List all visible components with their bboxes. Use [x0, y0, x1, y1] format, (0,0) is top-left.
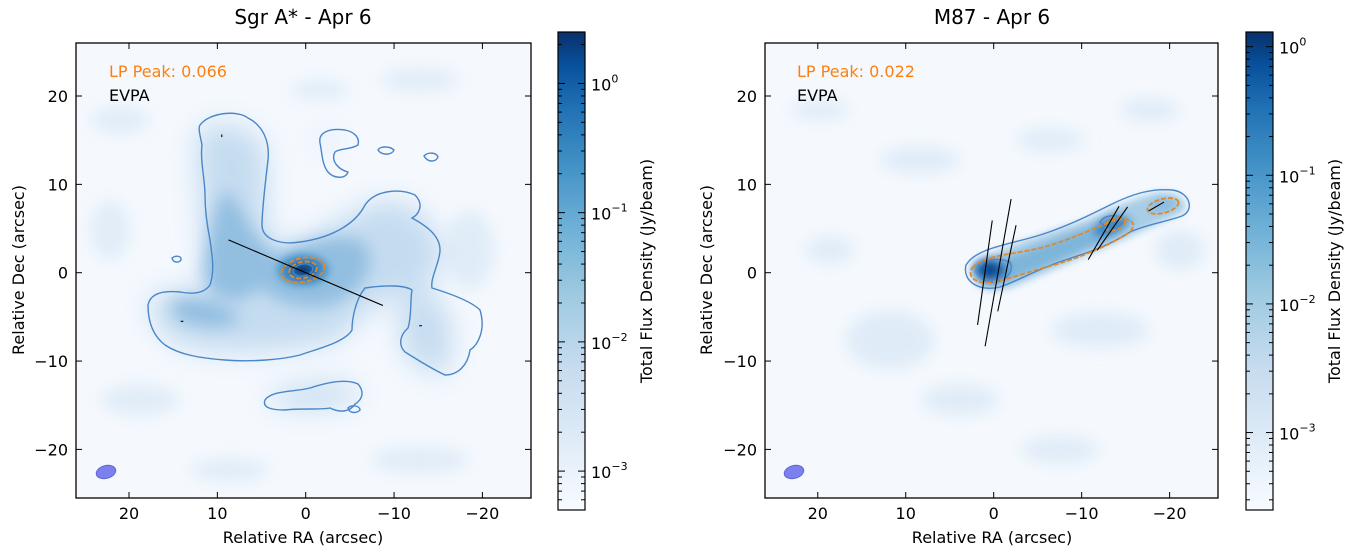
lp-contours: [280, 256, 326, 284]
evpa-vectors: [180, 134, 422, 327]
colorbar-tick-label: 100: [1279, 36, 1306, 58]
lp-peak-label: LP Peak: 0.066: [109, 62, 227, 81]
colorbar-ticks: 10−3 10−2 10−1 100: [558, 44, 628, 511]
x-tick-label: −20: [466, 504, 500, 523]
x-axis-label: Relative RA (arcsec): [223, 528, 383, 547]
axes: 20 10 0 −10 −20 20 10 0 −10 −20: [723, 42, 1219, 523]
x-tick-label: −20: [1153, 504, 1187, 523]
colorbar-gradient: [557, 31, 586, 511]
y-tick-label: 0: [58, 264, 68, 283]
colorbar-tick-label: 10−1: [1279, 164, 1316, 186]
y-tick-label: 20: [737, 87, 757, 106]
y-tick-label: −10: [723, 352, 757, 371]
x-tick-label: 0: [301, 504, 311, 523]
axes-frame: [764, 42, 1219, 499]
evpa-label: EVPA: [109, 86, 150, 105]
flux-map: [76, 43, 531, 498]
evpa-label: EVPA: [797, 86, 838, 105]
y-tick-label: −20: [34, 440, 68, 459]
plot-title: Sgr A* - Apr 6: [234, 5, 371, 29]
colorbar-tick-label: 100: [591, 72, 618, 94]
lp-peak-label: LP Peak: 0.022: [797, 62, 915, 81]
y-tick-label: 0: [747, 264, 757, 283]
beam-ellipse: [95, 464, 117, 480]
y-axis-label: Relative Dec (arcsec): [697, 185, 716, 355]
y-tick-label: −10: [34, 352, 68, 371]
colorbar-tick-label: 10−3: [1279, 422, 1316, 444]
x-tick-label: 10: [207, 504, 227, 523]
colorbar: 10−3 10−2 10−1 100 Total Flux Density (Jy/b…: [557, 31, 656, 511]
x-tick-label: −10: [377, 504, 411, 523]
y-tick-label: 20: [48, 87, 68, 106]
lp-contours: [969, 197, 1180, 284]
colorbar-gradient: [1245, 31, 1274, 511]
y-tick-label: −20: [723, 440, 757, 459]
evpa-vector: [997, 225, 1017, 312]
sgra-panel: Sgr A* - Apr 6: [9, 5, 656, 547]
colorbar-ticks: 10−3 10−2 10−1 100: [1246, 36, 1316, 501]
evpa-vector: [1087, 206, 1120, 260]
y-tick-label: 10: [48, 175, 68, 194]
colorbar-tick-label: 10−2: [1279, 293, 1316, 315]
flux-map: [765, 43, 1218, 498]
x-tick-label: 20: [808, 504, 828, 523]
evpa-vectors: [977, 198, 1165, 347]
colorbar-label: Total Flux Density (Jy/beam): [637, 159, 656, 384]
axes: 20 10 0 −10 −20 20 10 0 −10 −20: [34, 42, 532, 523]
plot-title: M87 - Apr 6: [934, 5, 1050, 29]
beam-ellipse: [783, 464, 805, 480]
x-tick-label: −10: [1065, 504, 1099, 523]
x-axis-label: Relative RA (arcsec): [912, 528, 1072, 547]
total-intensity-contours: [147, 112, 483, 414]
evpa-vector: [984, 198, 1012, 347]
colorbar-tick-label: 10−3: [591, 460, 628, 482]
colorbar: 10−3 10−2 10−1 100 Total Flux Density (Jy/b…: [1245, 31, 1344, 511]
x-tick-label: 20: [119, 504, 139, 523]
evpa-vector: [228, 239, 384, 307]
evpa-vector: [1096, 206, 1129, 251]
m87-panel: M87 - Apr 6: [697, 5, 1344, 547]
y-axis-label: Relative Dec (arcsec): [9, 185, 28, 355]
colorbar-tick-label: 10−2: [591, 331, 628, 353]
y-tick-label: 10: [737, 175, 757, 194]
colorbar-label: Total Flux Density (Jy/beam): [1325, 159, 1344, 384]
x-tick-label: 10: [896, 504, 916, 523]
axes-frame: [75, 42, 532, 499]
evpa-vector: [977, 220, 993, 326]
evpa-vector: [1148, 201, 1165, 212]
colorbar-tick-label: 10−1: [591, 202, 628, 224]
x-tick-label: 0: [989, 504, 999, 523]
